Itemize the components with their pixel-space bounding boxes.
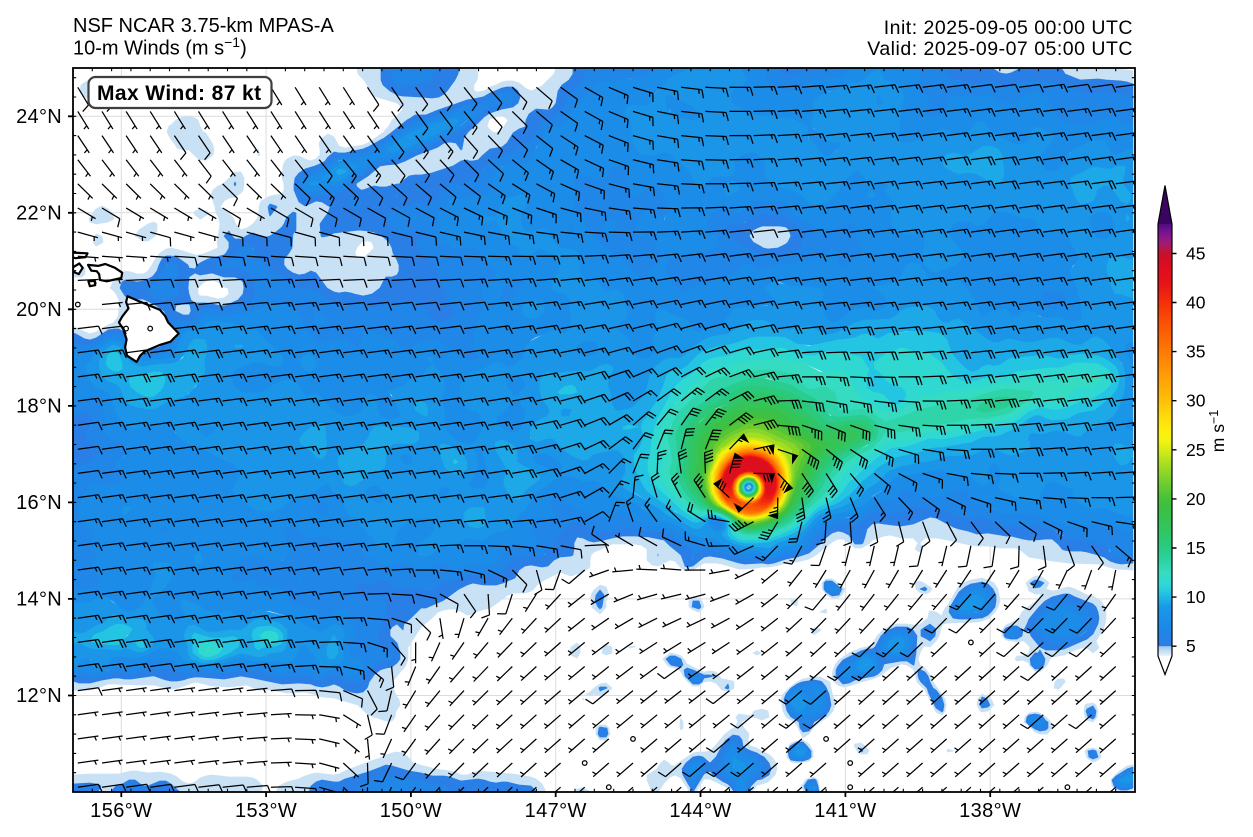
svg-text:16°N: 16°N <box>16 492 62 514</box>
svg-text:138°W: 138°W <box>959 800 1021 822</box>
svg-text:147°W: 147°W <box>525 800 587 822</box>
svg-text:15: 15 <box>1186 538 1205 558</box>
svg-text:18°N: 18°N <box>16 395 62 417</box>
svg-text:150°W: 150°W <box>380 800 442 822</box>
svg-text:153°W: 153°W <box>235 800 297 822</box>
svg-text:30: 30 <box>1186 391 1206 411</box>
svg-text:156°W: 156°W <box>90 800 152 822</box>
svg-text:40: 40 <box>1186 293 1206 313</box>
svg-text:35: 35 <box>1186 342 1205 362</box>
svg-text:NSF NCAR 3.75-km MPAS-A: NSF NCAR 3.75-km MPAS-A <box>73 15 334 37</box>
svg-text:45: 45 <box>1186 244 1205 264</box>
svg-text:141°W: 141°W <box>814 800 876 822</box>
svg-text:Max Wind: 87 kt: Max Wind: 87 kt <box>97 82 262 105</box>
svg-text:14°N: 14°N <box>16 588 62 610</box>
svg-text:Init: 2025-09-05 00:00 UTC: Init: 2025-09-05 00:00 UTC <box>884 17 1133 39</box>
svg-text:12°N: 12°N <box>16 685 62 707</box>
svg-text:10-m Winds (m s−1): 10-m Winds (m s−1) <box>73 34 247 60</box>
svg-text:22°N: 22°N <box>16 202 62 224</box>
svg-text:144°W: 144°W <box>669 800 731 822</box>
svg-text:10: 10 <box>1186 587 1206 607</box>
svg-text:24°N: 24°N <box>16 106 62 128</box>
svg-text:5: 5 <box>1186 636 1196 656</box>
svg-text:25: 25 <box>1186 440 1205 460</box>
svg-text:20°N: 20°N <box>16 299 62 321</box>
svg-text:Valid: 2025-09-07 05:00 UTC: Valid: 2025-09-07 05:00 UTC <box>867 38 1133 60</box>
svg-text:20: 20 <box>1186 489 1206 509</box>
